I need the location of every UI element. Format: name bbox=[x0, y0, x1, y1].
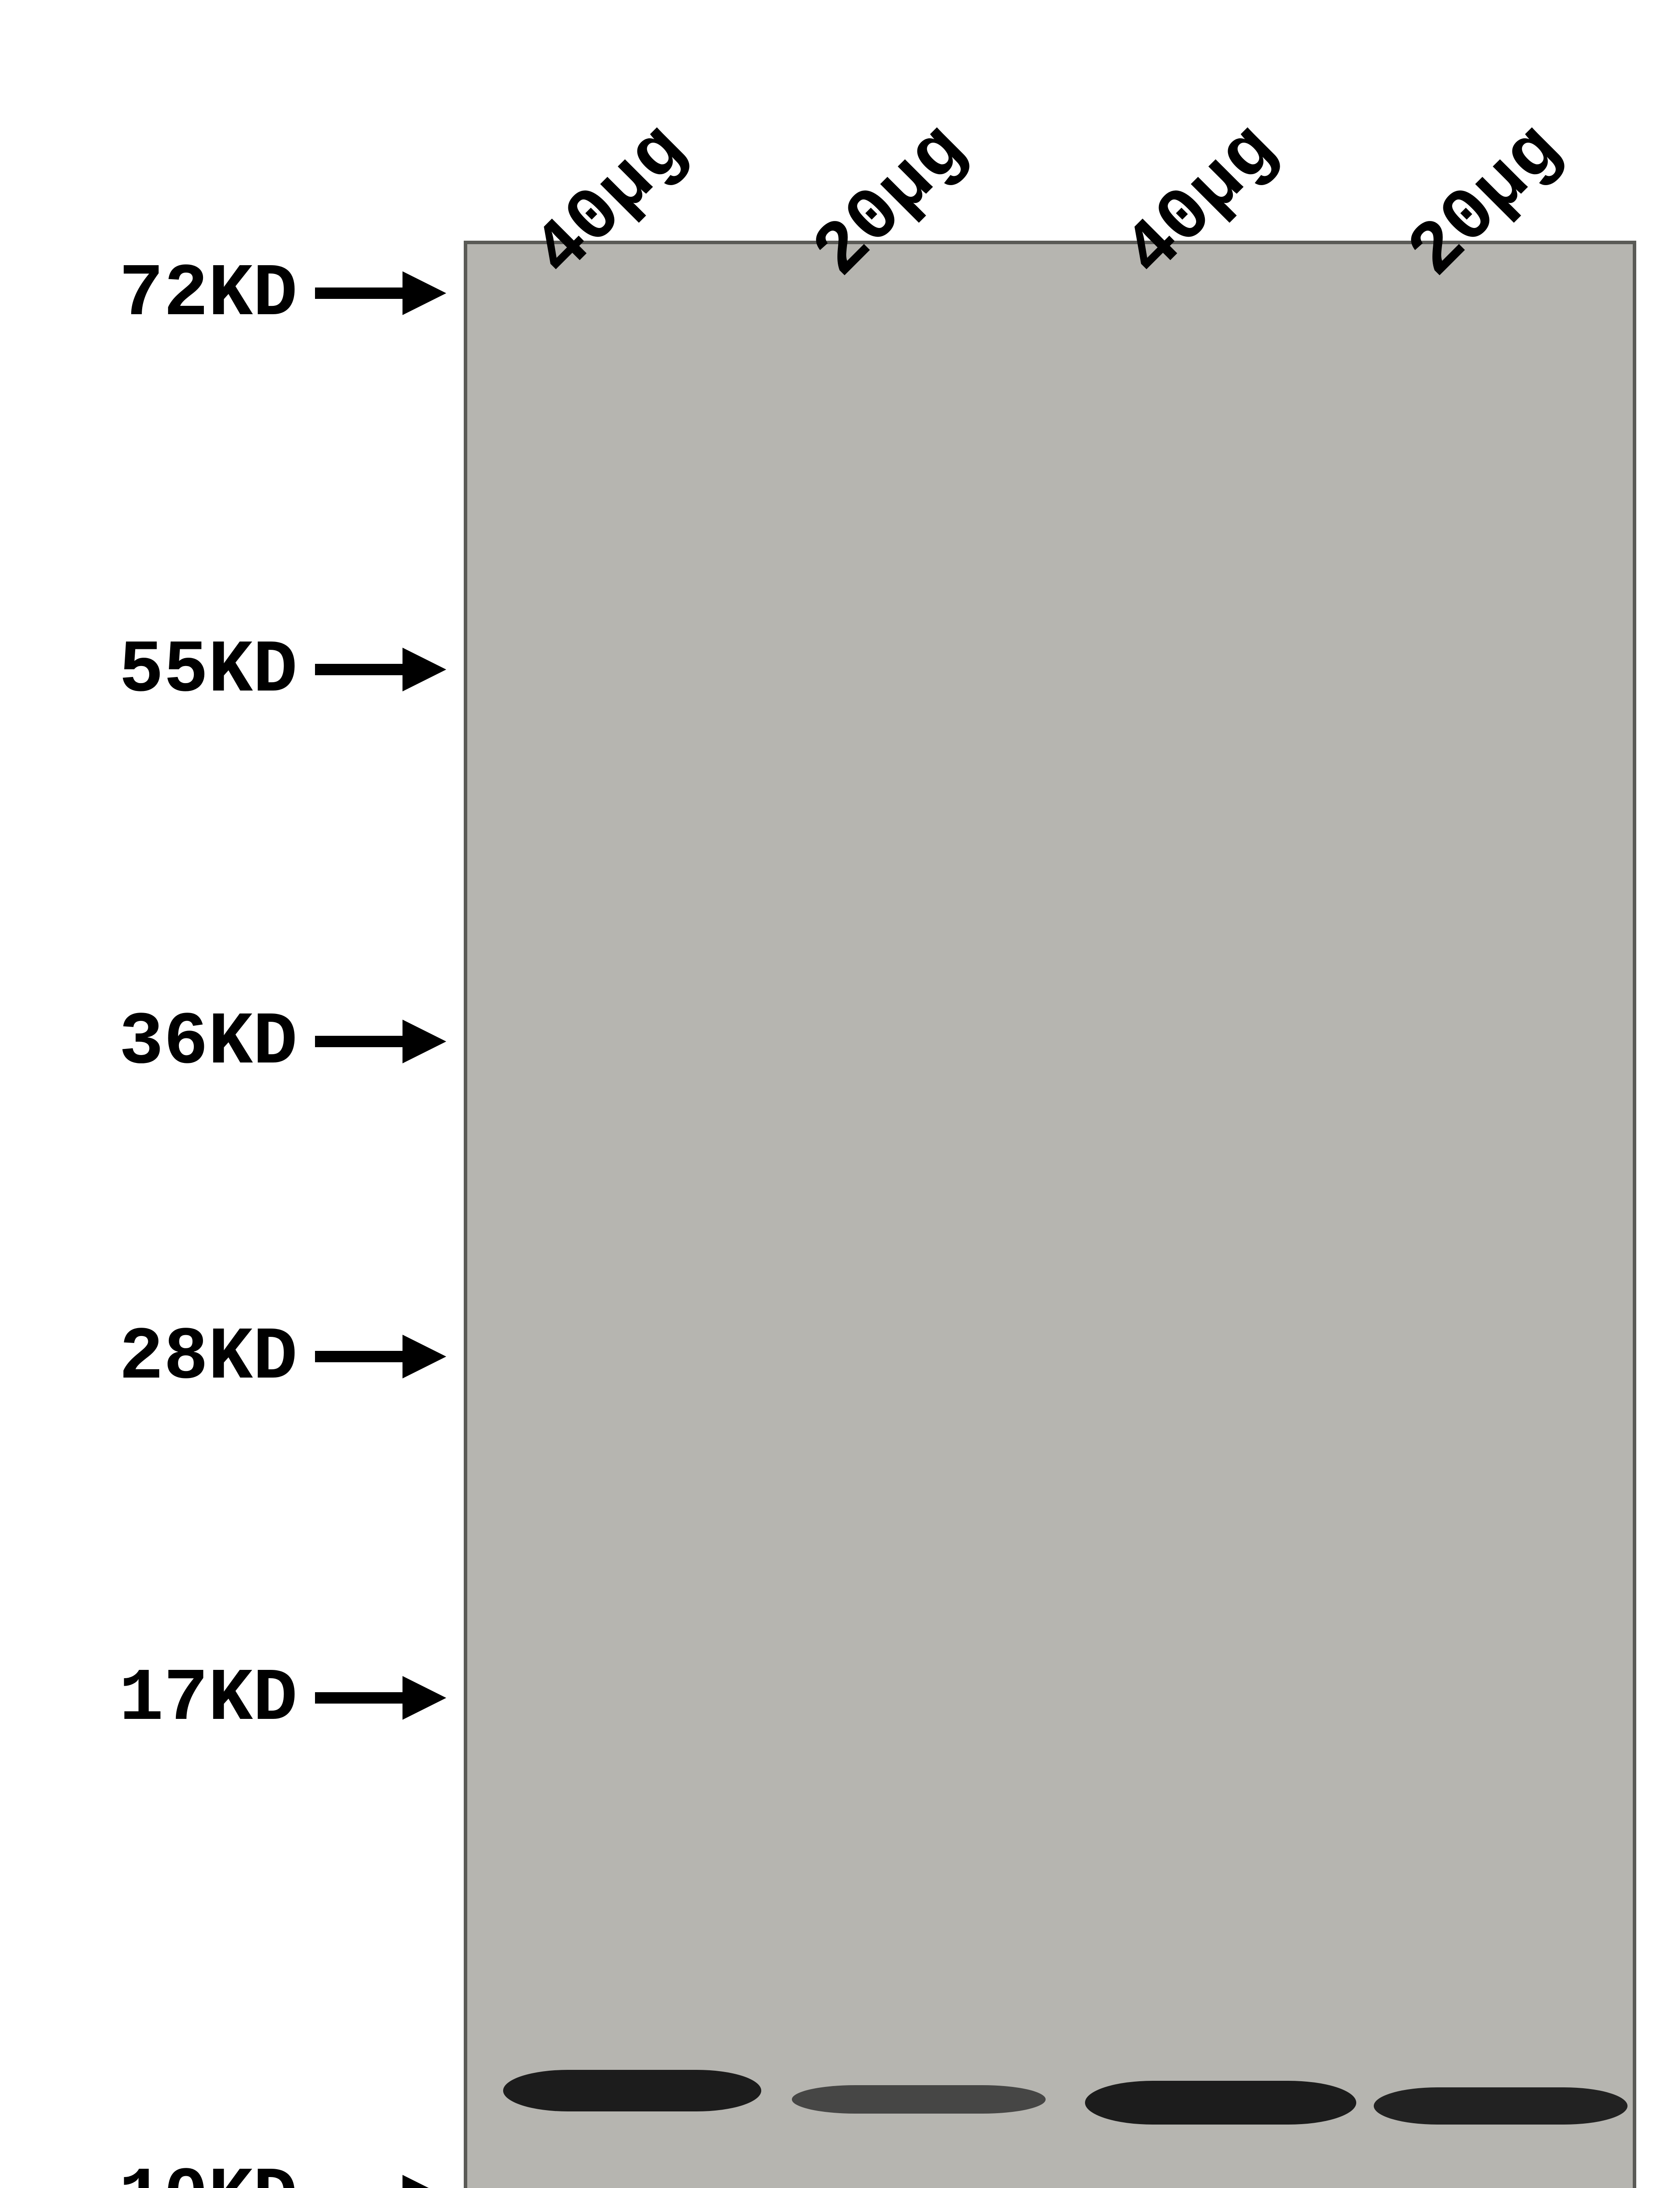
mw-label: 72KD bbox=[119, 252, 298, 337]
mw-arrow-icon bbox=[315, 271, 446, 315]
blot-band bbox=[1085, 2081, 1356, 2125]
blot-band bbox=[503, 2070, 761, 2111]
blot-band bbox=[792, 2085, 1046, 2114]
mw-arrow-icon bbox=[315, 1335, 446, 1378]
mw-label: 36KD bbox=[119, 1001, 298, 1085]
mw-arrow-icon bbox=[315, 1020, 446, 1063]
mw-label: 10KD bbox=[119, 2156, 298, 2188]
mw-label: 28KD bbox=[119, 1316, 298, 1400]
blot-band bbox=[1374, 2087, 1628, 2125]
western-blot-figure: 72KD55KD36KD28KD17KD10KD 40μg20μg40μg20μ… bbox=[0, 0, 1680, 2188]
blot-membrane bbox=[464, 241, 1636, 2188]
mw-label: 55KD bbox=[119, 629, 298, 713]
mw-arrow-icon bbox=[315, 1676, 446, 1720]
mw-label: 17KD bbox=[119, 1657, 298, 1742]
mw-arrow-icon bbox=[315, 648, 446, 691]
mw-arrow-icon bbox=[315, 2175, 446, 2188]
